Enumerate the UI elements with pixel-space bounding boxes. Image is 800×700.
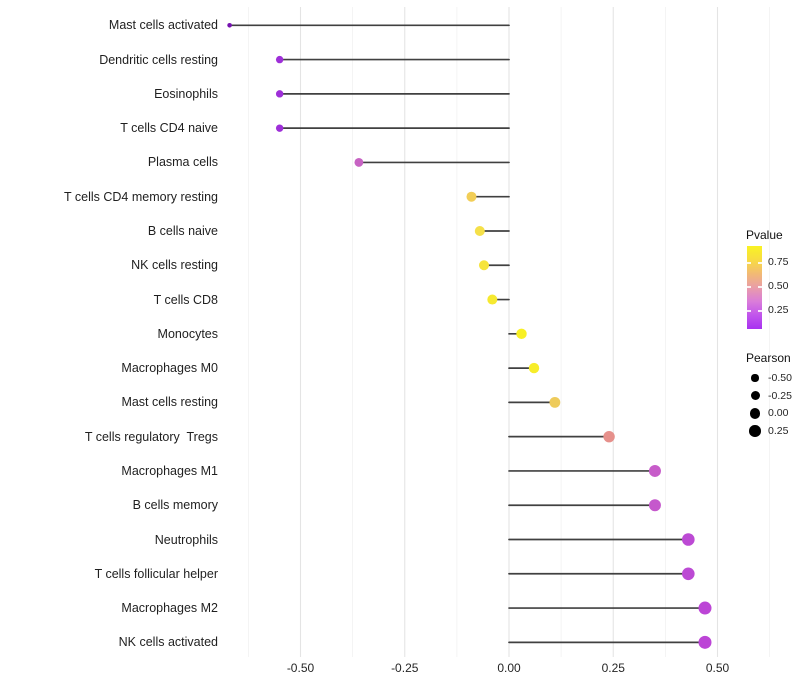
gradient-tick	[758, 286, 762, 288]
lollipop-dot	[648, 464, 661, 477]
y-axis-label: NK cells resting	[131, 258, 218, 273]
pearson-legend: Pearson -0.50 -0.25 0.00 0.25	[746, 351, 800, 446]
lollipop-dot	[354, 158, 364, 167]
lollipop-dot	[603, 430, 615, 443]
lollipop-dot	[648, 499, 661, 512]
x-tick-label: 0.25	[601, 661, 625, 675]
lollipop-dot	[275, 124, 284, 132]
pearson-size-label: 0.25	[768, 425, 789, 438]
x-tick-label: 0.00	[497, 661, 521, 675]
x-tick-label: 0.50	[705, 661, 730, 675]
lollipop-dot	[698, 635, 712, 649]
lollipop-dot	[516, 328, 527, 340]
lollipop-dot	[487, 294, 498, 305]
pearson-size-dot	[750, 391, 760, 401]
y-axis-label: T cells CD4 memory resting	[64, 189, 218, 204]
lollipop-dot	[549, 396, 561, 408]
pearson-size-dot	[749, 425, 761, 437]
pearson-size-dot	[751, 374, 759, 382]
y-axis-label: Monocytes	[157, 326, 218, 341]
lollipop-dot	[698, 601, 712, 615]
pearson-size-label: 0.00	[768, 407, 789, 420]
y-axis-label: T cells CD8	[153, 292, 218, 307]
gradient-tick	[758, 310, 762, 312]
gradient-tick	[747, 310, 751, 312]
lollipop-dot	[227, 23, 232, 28]
gradient-tick	[747, 286, 751, 288]
pvalue-tick-label: 0.75	[768, 256, 789, 268]
y-axis-label: Mast cells resting	[121, 395, 218, 410]
lollipop-dot	[528, 362, 540, 374]
x-tick-label: -0.50	[286, 661, 315, 675]
lollipop-dot	[682, 533, 695, 546]
pearson-size-dot	[749, 408, 761, 419]
lollipop-dot	[474, 225, 485, 236]
y-axis-label: B cells memory	[132, 498, 218, 513]
pvalue-tick-label: 0.50	[768, 280, 789, 292]
pearson-size-label: -0.25	[768, 389, 792, 402]
x-tick-label: -0.25	[391, 661, 419, 675]
gradient-tick	[758, 262, 762, 264]
y-axis-label: T cells follicular helper	[94, 566, 218, 581]
pearson-legend-title: Pearson	[746, 351, 791, 365]
y-axis-label: T cells CD4 naive	[120, 121, 218, 136]
y-axis-label: Macrophages M2	[121, 601, 218, 616]
y-axis-label: Neutrophils	[154, 532, 218, 547]
y-axis-label: Eosinophils	[154, 86, 218, 101]
lollipop-dot	[275, 55, 284, 64]
pearson-size-label: -0.50	[768, 372, 792, 384]
gradient-tick	[747, 262, 751, 264]
y-axis-label: Macrophages M1	[121, 463, 218, 478]
lollipop-dot	[275, 90, 284, 98]
lollipop-dot	[682, 567, 695, 581]
y-axis-label: T cells regulatory Tregs	[84, 429, 218, 444]
lollipop-dot	[466, 191, 477, 202]
y-axis-label: Plasma cells	[147, 155, 218, 170]
y-axis-label: Dendritic cells resting	[99, 52, 218, 67]
y-axis-label: Mast cells activated	[108, 18, 218, 33]
pvalue-tick-label: 0.25	[768, 304, 789, 316]
pvalue-legend-title: Pvalue	[746, 228, 783, 242]
y-axis-label: NK cells activated	[118, 635, 218, 650]
y-axis-label: B cells naive	[147, 223, 218, 238]
lollipop-dot	[478, 260, 489, 271]
y-axis-label: Macrophages M0	[121, 361, 218, 376]
pvalue-gradient-bar	[747, 246, 762, 329]
pvalue-legend: Pvalue 0.75 0.50 0.25	[746, 228, 800, 329]
